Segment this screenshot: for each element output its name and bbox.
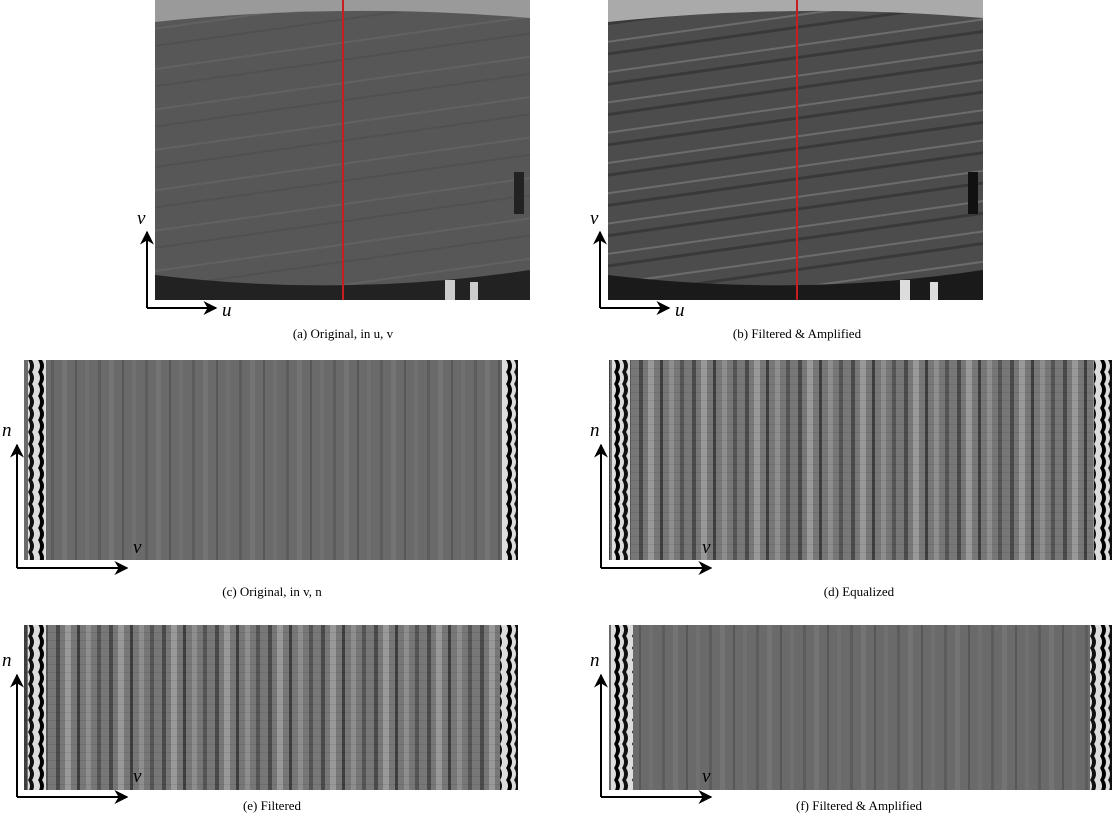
- image-edge: [500, 625, 518, 790]
- axis-label: n: [590, 420, 600, 441]
- image-edge: [1094, 360, 1112, 560]
- caption: (f) Filtered & Amplified: [796, 798, 923, 813]
- image-detail: [930, 282, 938, 300]
- image: [24, 625, 518, 790]
- image-edge: [28, 625, 46, 790]
- image-edge: [611, 625, 633, 790]
- image-detail: [445, 280, 455, 300]
- caption: (b) Filtered & Amplified: [733, 326, 862, 341]
- panel-d: [609, 360, 1112, 560]
- panel-e: [24, 625, 518, 790]
- image-detail: [470, 282, 478, 300]
- panel-f: [609, 625, 1112, 790]
- image-detail: [968, 172, 978, 214]
- axis-label: u: [675, 300, 685, 321]
- image-edge: [28, 360, 46, 560]
- image: [24, 360, 518, 560]
- axis-label: v: [133, 766, 142, 787]
- image-edge: [502, 360, 518, 560]
- axis-label: n: [2, 420, 12, 441]
- axis-label: v: [590, 208, 599, 229]
- image-edge: [1090, 625, 1112, 790]
- image-texture: [608, 11, 983, 285]
- panel-a: [155, 0, 530, 300]
- axis-label: v: [702, 537, 711, 558]
- axis-label: n: [2, 650, 12, 671]
- figure: v u v u n v n v n v n v (a) Original, in…: [0, 0, 1112, 817]
- panel-b: [608, 0, 983, 300]
- axis-label: u: [222, 300, 232, 321]
- axis-label: n: [590, 650, 600, 671]
- image-detail: [514, 172, 524, 214]
- caption: (c) Original, in v, n: [222, 584, 322, 599]
- image-edge: [612, 360, 630, 560]
- image: [609, 625, 1112, 790]
- axis-label: v: [133, 537, 142, 558]
- image-detail: [900, 280, 910, 300]
- caption: (d) Equalized: [824, 584, 895, 599]
- axis-label: v: [702, 766, 711, 787]
- caption: (e) Filtered: [243, 798, 302, 813]
- image: [609, 360, 1112, 560]
- panel-c: [24, 360, 518, 560]
- caption: (a) Original, in u, v: [293, 326, 394, 341]
- axis-label: v: [137, 208, 146, 229]
